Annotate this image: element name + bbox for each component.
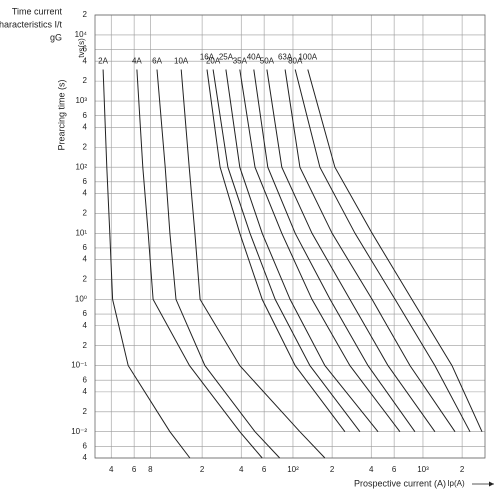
fuse-curve (102, 69, 191, 459)
fuse-curve (136, 69, 263, 459)
y-tick-label: 6 (83, 375, 88, 384)
fuse-curve (266, 69, 436, 432)
y-tick-label: 6 (83, 309, 88, 318)
title-line: characteristics I/t (0, 19, 62, 29)
y-tick-label: 10¹ (75, 228, 87, 237)
x-tick-label: 2 (200, 465, 205, 474)
curve-label: 35A (233, 57, 248, 66)
fuse-curve (284, 69, 456, 432)
y-tick-label: 4 (83, 453, 88, 462)
x-tick-label: 10² (287, 465, 299, 474)
y-tick-label: 4 (83, 56, 88, 65)
fuse-curve (212, 69, 361, 433)
y-tick-label: 2 (83, 10, 88, 19)
y-tick-label: 2 (83, 275, 88, 284)
y-tick-label: 4 (83, 321, 88, 330)
fuse-curve (253, 69, 416, 432)
y-tick-label: 6 (83, 243, 88, 252)
y-tick-label: 6 (83, 45, 88, 54)
fuse-curve (294, 69, 471, 432)
fuse-curve (307, 69, 483, 432)
curve-label: 63A (278, 53, 293, 62)
x-tick-label: 4 (239, 465, 244, 474)
x-tick-label: 2 (460, 465, 465, 474)
y-tick-label: 2 (83, 208, 88, 217)
y-tick-label: 10² (75, 162, 87, 171)
y-unit-label: tvs(s) (77, 38, 86, 58)
curve-label: 40A (247, 53, 262, 62)
y-tick-label: 10⁴ (75, 30, 88, 39)
y-tick-label: 6 (83, 441, 88, 450)
fuse-curve (206, 69, 346, 433)
curve-label: 16A (200, 53, 215, 62)
curve-label: 4A (132, 57, 142, 66)
x-tick-label: 10³ (417, 465, 429, 474)
title-line: Time current (12, 6, 63, 16)
x-tick-label: 6 (392, 465, 397, 474)
y-tick-label: 2 (83, 341, 88, 350)
curve-label: 50A (260, 57, 275, 66)
y-tick-label: 2 (83, 142, 88, 151)
x-tick-label: 4 (369, 465, 374, 474)
x-axis-label: Prospective current (A) (354, 478, 446, 488)
y-tick-label: 4 (83, 255, 88, 264)
x-tick-label: 6 (262, 465, 267, 474)
curve-label: 10A (174, 57, 189, 66)
curve-label: 25A (219, 53, 234, 62)
fuse-curve (225, 69, 379, 433)
x-tick-label: 6 (132, 465, 137, 474)
fuse-curve (239, 69, 401, 433)
y-tick-label: 4 (83, 189, 88, 198)
y-tick-label: 10⁻¹ (71, 361, 87, 370)
x-tick-label: 4 (109, 465, 114, 474)
y-tick-label: 10³ (75, 96, 87, 105)
y-tick-label: 4 (83, 122, 88, 131)
y-axis-label: Prearcing time (s) (56, 79, 66, 150)
curve-label: 100A (298, 53, 317, 62)
title-line: gG (50, 32, 62, 42)
x-tick-label: 2 (330, 465, 335, 474)
y-tick-label: 2 (83, 76, 88, 85)
y-tick-label: 10⁰ (75, 295, 87, 304)
y-tick-label: 6 (83, 111, 88, 120)
x-tick-label: 8 (148, 465, 153, 474)
curve-label: 6A (152, 57, 162, 66)
curve-label: 80A (288, 57, 303, 66)
fuse-curve (156, 69, 281, 459)
plot-frame (94, 14, 486, 459)
y-tick-label: 10⁻² (71, 427, 87, 436)
y-tick-label: 4 (83, 387, 88, 396)
curve-label: 2A (98, 57, 108, 66)
curve-label: 20A (206, 57, 221, 66)
fuse-curve (180, 69, 326, 459)
x-arrow-head (489, 481, 494, 487)
x-unit-label: Ip(A) (447, 479, 465, 488)
y-tick-label: 2 (83, 407, 88, 416)
y-tick-label: 6 (83, 177, 88, 186)
